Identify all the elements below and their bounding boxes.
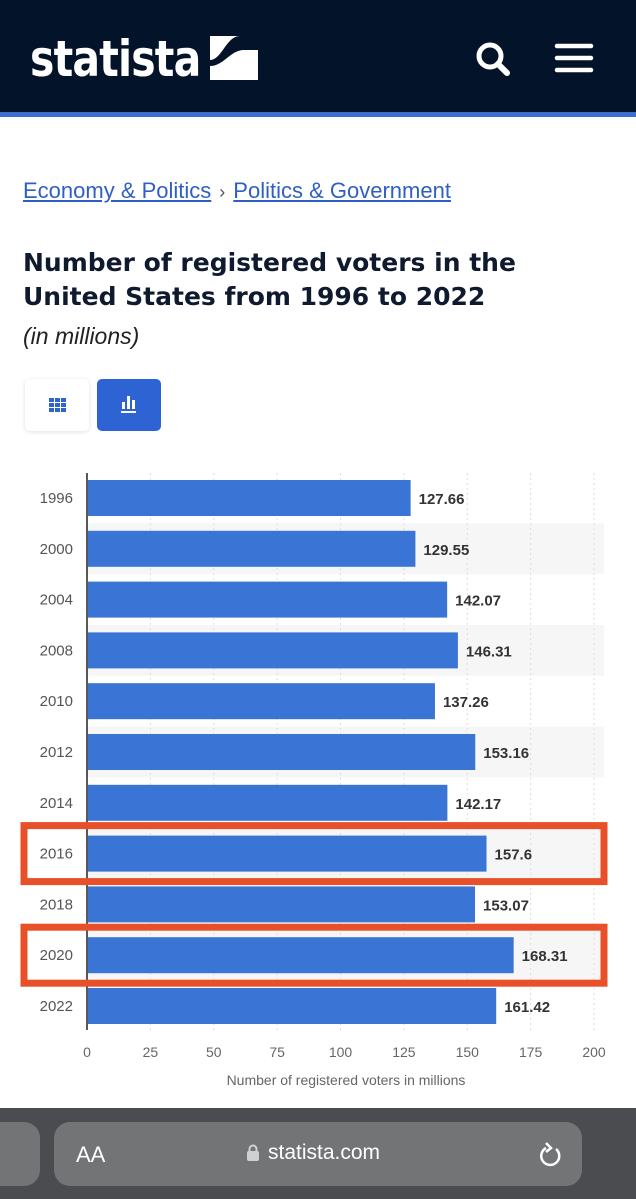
y-tick-label: 2010 bbox=[40, 693, 73, 710]
y-tick-label: 2020 bbox=[40, 947, 73, 964]
x-tick-label: 0 bbox=[83, 1044, 91, 1060]
bar-2004 bbox=[88, 581, 448, 618]
y-tick-label: 2008 bbox=[40, 642, 73, 659]
bar-chart: 0 25 50 75 100 125 150 175 200 1996 127.66 2000 129.… bbox=[20, 473, 608, 1088]
y-tick-label: 2004 bbox=[40, 592, 73, 609]
breadcrumb: Economy & Politics › Politics & Government bbox=[23, 178, 451, 204]
breadcrumb-politics-government[interactable]: Politics & Government bbox=[233, 178, 451, 203]
data-label: 161.42 bbox=[504, 999, 550, 1016]
previous-tab[interactable] bbox=[0, 1122, 40, 1186]
y-tick-label: 2000 bbox=[40, 541, 73, 558]
bar-2012 bbox=[88, 734, 476, 770]
data-label: 142.17 bbox=[455, 796, 501, 813]
table-view-button[interactable] bbox=[25, 379, 89, 431]
bar-2018 bbox=[88, 886, 476, 923]
y-tick-label: 2014 bbox=[40, 795, 73, 812]
highlight-box-2020 bbox=[20, 923, 608, 987]
data-label: 168.31 bbox=[522, 948, 568, 965]
y-tick-label: 2022 bbox=[40, 998, 73, 1015]
row-band bbox=[87, 726, 604, 778]
search-icon[interactable] bbox=[474, 40, 512, 78]
bar-2000 bbox=[88, 530, 416, 567]
lock-icon bbox=[247, 1144, 259, 1161]
menu-icon[interactable] bbox=[554, 42, 594, 74]
x-tick-label: 125 bbox=[392, 1044, 416, 1060]
highlight-box-2016 bbox=[20, 822, 608, 886]
x-tick-label: 100 bbox=[329, 1044, 353, 1060]
x-axis-title: Number of registered voters in millions bbox=[227, 1072, 466, 1088]
row-band bbox=[87, 625, 604, 676]
x-tick-label: 200 bbox=[582, 1044, 606, 1060]
grid-icon bbox=[49, 398, 66, 412]
statista-logo[interactable]: statista bbox=[30, 30, 201, 88]
logo-mark-icon bbox=[210, 36, 258, 80]
text-size-button[interactable]: AA bbox=[76, 1142, 106, 1167]
page-subtitle: (in millions) bbox=[23, 323, 140, 349]
bar-2014 bbox=[88, 784, 448, 821]
data-label: 146.31 bbox=[466, 643, 512, 660]
address-bar[interactable]: AA statista.com bbox=[54, 1122, 582, 1186]
x-tick-label: 25 bbox=[143, 1044, 159, 1060]
y-tick-label: 1996 bbox=[40, 490, 73, 507]
y-tick-label: 2016 bbox=[40, 846, 73, 863]
x-tick-label: 50 bbox=[206, 1044, 222, 1060]
data-label: 127.66 bbox=[419, 491, 465, 508]
x-tick-label: 75 bbox=[269, 1044, 285, 1060]
x-tick-label: 150 bbox=[456, 1044, 480, 1060]
data-label: 129.55 bbox=[423, 542, 469, 559]
data-label: 137.26 bbox=[443, 694, 489, 711]
row-band bbox=[87, 523, 604, 575]
bar-2020 bbox=[88, 937, 514, 974]
data-label: 153.16 bbox=[483, 745, 529, 762]
bar-2022 bbox=[88, 988, 497, 1024]
row-band bbox=[87, 828, 604, 879]
page-title: Number of registered voters in the Unite… bbox=[23, 248, 516, 311]
data-label: 157.6 bbox=[495, 847, 533, 864]
data-label: 153.07 bbox=[483, 897, 529, 914]
y-tick-label: 2018 bbox=[40, 896, 73, 913]
bar-1996 bbox=[88, 480, 411, 516]
bar-chart-icon bbox=[121, 396, 136, 413]
y-tick-label: 2012 bbox=[40, 744, 73, 761]
row-band bbox=[87, 929, 604, 981]
data-label: 142.07 bbox=[455, 593, 501, 610]
bar-2010 bbox=[88, 683, 435, 720]
bar-2008 bbox=[88, 632, 458, 669]
breadcrumb-economy-politics[interactable]: Economy & Politics bbox=[23, 178, 212, 203]
reload-icon[interactable] bbox=[536, 1140, 564, 1170]
chart-view-button[interactable] bbox=[97, 379, 161, 431]
url-text: statista.com bbox=[268, 1141, 381, 1164]
breadcrumb-separator: › bbox=[219, 182, 226, 202]
site-header: statista bbox=[0, 0, 636, 117]
bar-2016 bbox=[88, 835, 487, 872]
x-tick-label: 175 bbox=[519, 1044, 543, 1060]
